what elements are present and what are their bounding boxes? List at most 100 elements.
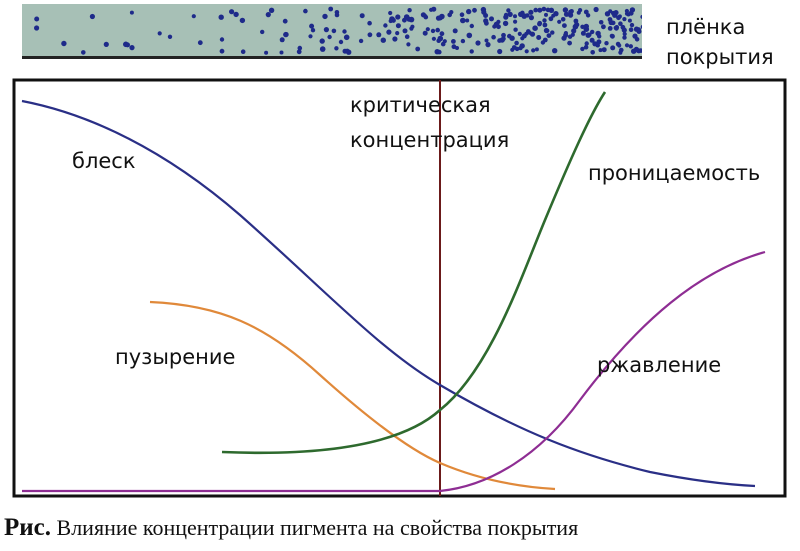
pigment-particle bbox=[455, 46, 459, 50]
pigment-particle bbox=[283, 31, 289, 38]
pigment-particle bbox=[466, 32, 473, 39]
pigment-particle bbox=[501, 36, 506, 41]
pigment-particle bbox=[622, 31, 627, 37]
pigment-particle bbox=[570, 32, 575, 37]
film-label-line1: плёнка bbox=[666, 15, 746, 39]
pigment-particle bbox=[469, 23, 474, 29]
pigment-particle bbox=[598, 48, 603, 53]
pigment-particle bbox=[452, 28, 458, 34]
pigment-particle bbox=[472, 7, 477, 13]
pigment-particle bbox=[81, 50, 86, 55]
pigment-particle bbox=[542, 18, 547, 23]
pigment-particle bbox=[563, 11, 570, 17]
pigment-particle bbox=[617, 43, 622, 48]
figure-caption: Рис. Влияние концентрации пигмента на св… bbox=[4, 514, 578, 542]
pigment-particle bbox=[525, 13, 530, 18]
rusting-label: ржавление bbox=[597, 353, 721, 377]
pigment-particle bbox=[546, 33, 552, 38]
pigment-particle bbox=[583, 44, 589, 50]
pigment-particle bbox=[484, 20, 489, 26]
pigment-particle bbox=[513, 14, 517, 19]
pigment-particle bbox=[584, 41, 589, 46]
pigment-particle bbox=[526, 29, 531, 34]
pigment-particle bbox=[631, 48, 637, 54]
pigment-particle bbox=[89, 13, 95, 20]
pigment-particle bbox=[513, 27, 518, 32]
pigment-particle bbox=[540, 40, 546, 45]
pigment-particle bbox=[129, 45, 135, 51]
pigment-particle bbox=[323, 27, 329, 33]
pigment-particle bbox=[550, 30, 555, 35]
pigment-particle bbox=[514, 40, 519, 46]
pigment-particle bbox=[585, 13, 591, 18]
pigment-particle bbox=[541, 6, 547, 12]
pigment-particle bbox=[489, 16, 494, 22]
pigment-particle bbox=[585, 32, 591, 38]
film-label: плёнка покрытия bbox=[666, 12, 774, 72]
permeability-curve bbox=[221, 91, 607, 455]
pigment-particle bbox=[598, 20, 604, 25]
pigment-particle bbox=[282, 18, 288, 24]
pigment-particle bbox=[431, 36, 436, 41]
pigment-particle bbox=[233, 11, 239, 18]
pigment-particle bbox=[403, 14, 410, 20]
pigment-particle bbox=[395, 31, 400, 36]
pigment-particle bbox=[542, 22, 548, 28]
pigment-particle bbox=[491, 34, 496, 40]
pigment-particle bbox=[537, 7, 543, 13]
pigment-particle bbox=[157, 31, 162, 36]
blistering-curve bbox=[149, 300, 556, 491]
pigment-particle bbox=[388, 10, 393, 16]
pigment-particle bbox=[359, 13, 365, 19]
pigment-particle bbox=[328, 6, 334, 12]
pigment-particle bbox=[358, 38, 364, 44]
pigment-particle bbox=[268, 7, 275, 13]
pigment-particle bbox=[583, 23, 589, 30]
pigment-particle bbox=[435, 15, 442, 21]
critical-label-line2: концентрация bbox=[350, 128, 509, 152]
pigment-particle bbox=[191, 14, 196, 19]
pigment-particle bbox=[425, 27, 430, 32]
pigment-particle bbox=[513, 19, 518, 24]
pigment-particle bbox=[34, 25, 40, 31]
pigment-particle bbox=[481, 9, 487, 15]
pigment-particle bbox=[557, 19, 562, 24]
pigment-particle bbox=[423, 14, 429, 20]
pigment-particle bbox=[604, 11, 611, 17]
pigment-particle bbox=[619, 47, 624, 53]
pigment-particle bbox=[580, 24, 585, 29]
pigment-particle bbox=[402, 28, 408, 34]
pigment-particle bbox=[460, 38, 466, 44]
pigment-particle bbox=[367, 20, 372, 26]
pigment-particle bbox=[544, 12, 548, 17]
pigment-particle bbox=[319, 46, 326, 52]
pigment-particle bbox=[634, 37, 640, 42]
pigment-particle bbox=[334, 46, 339, 51]
pigment-particle bbox=[609, 33, 614, 38]
pigment-particle bbox=[345, 48, 350, 53]
pigment-particle bbox=[610, 45, 616, 51]
pigment-particle bbox=[608, 19, 614, 26]
pigment-particle bbox=[334, 10, 340, 15]
pigment-particle bbox=[618, 21, 623, 27]
pigment-particle bbox=[624, 43, 630, 48]
pigment-particle bbox=[484, 38, 489, 43]
pigment-particle bbox=[496, 19, 501, 24]
pigment-particle bbox=[502, 20, 509, 27]
pigment-particle bbox=[260, 29, 265, 35]
caption-prefix: Рис. bbox=[4, 514, 52, 541]
pigment-particle bbox=[531, 48, 536, 53]
pigment-particle bbox=[322, 13, 328, 20]
pigment-particle bbox=[376, 32, 382, 38]
pigment-particle bbox=[342, 29, 347, 34]
pigment-particle bbox=[563, 32, 569, 38]
pigment-particle bbox=[475, 40, 481, 46]
pigment-particle bbox=[622, 17, 627, 22]
pigment-particle bbox=[627, 18, 632, 23]
pigment-particle bbox=[506, 8, 511, 13]
pigment-particle bbox=[297, 45, 303, 51]
pigment-particle bbox=[590, 29, 595, 35]
pigment-particle bbox=[529, 31, 536, 37]
pigment-particle bbox=[543, 27, 550, 34]
pigment-particle bbox=[303, 8, 308, 14]
